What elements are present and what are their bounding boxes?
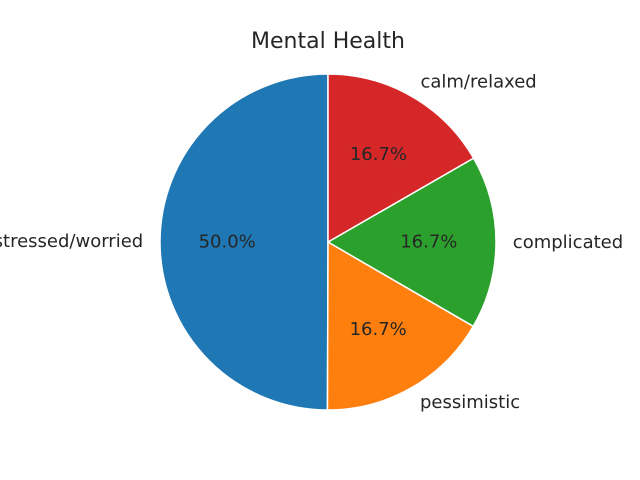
pie-slices xyxy=(159,73,497,411)
pie-slice-complicated xyxy=(327,157,497,328)
pct-label-calm-relaxed: 16.7% xyxy=(350,144,407,165)
pie-slice-pessimistic xyxy=(326,241,475,411)
pct-label-pessimistic: 16.7% xyxy=(350,319,407,340)
chart-title: Mental Health xyxy=(251,29,405,54)
pct-label-complicated: 16.7% xyxy=(400,232,457,253)
slice-labels: stressed/worried pessimistic complicated ca… xyxy=(0,72,623,413)
percent-labels: 50.0% 16.7% 16.7% 16.7% xyxy=(199,144,458,340)
slice-label-complicated: complicated xyxy=(513,232,623,253)
slice-label-stressed-worried: stressed/worried xyxy=(0,231,143,252)
pct-label-stressed-worried: 50.0% xyxy=(199,231,256,252)
slice-label-calm-relaxed: calm/relaxed xyxy=(420,72,536,93)
pie-slice-calm-relaxed xyxy=(327,73,475,243)
slice-label-pessimistic: pessimistic xyxy=(420,392,520,413)
pie-slice-stressed-worried xyxy=(159,73,329,411)
